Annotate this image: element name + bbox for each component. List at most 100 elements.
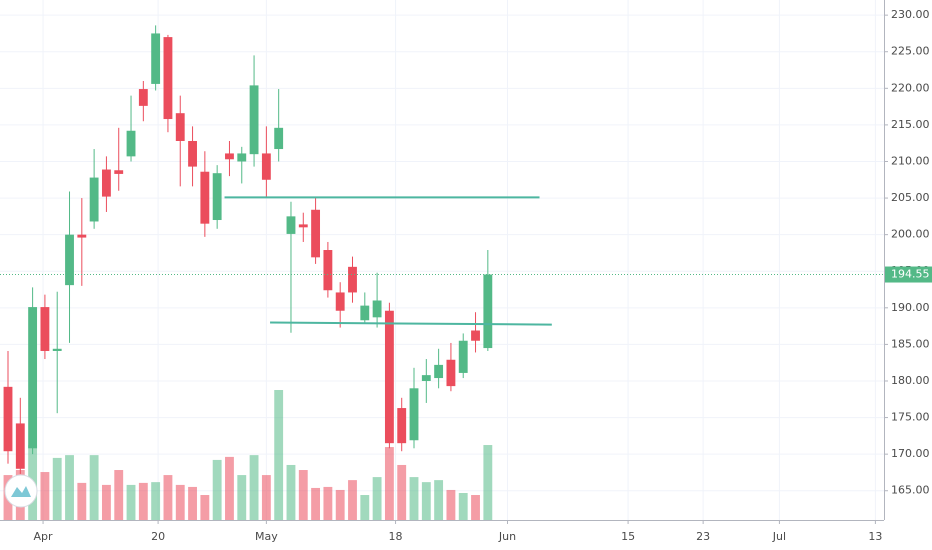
logo-mark (11, 486, 31, 497)
candle-body (101, 169, 111, 197)
last-price-box (885, 266, 932, 283)
candle-body (397, 408, 407, 444)
y-tick-label: 215.00 (891, 118, 930, 131)
candle-body (237, 153, 247, 162)
candle-body (3, 386, 13, 452)
candle-body (421, 375, 431, 381)
candle-body (261, 153, 271, 180)
volume-bar (89, 455, 99, 520)
trend-line (270, 321, 552, 326)
candle-body (471, 330, 480, 341)
volume-bar (421, 482, 431, 520)
candle-body (212, 173, 222, 221)
volume-bar (311, 487, 321, 520)
x-tick-label: 20 (151, 530, 165, 543)
y-tick-label: 170.00 (891, 447, 930, 460)
candle-body (28, 307, 38, 449)
x-tick-label: 18 (389, 530, 403, 543)
volume-bar (126, 484, 136, 520)
candle-body (77, 234, 87, 238)
volume-bar (384, 447, 394, 520)
y-tick-label: 210.00 (891, 154, 930, 167)
candle-body (434, 364, 444, 379)
grid (0, 0, 884, 520)
volume-bar (65, 455, 74, 520)
candle-body (286, 216, 296, 234)
candle-body (360, 305, 370, 321)
volume-bar (348, 480, 357, 520)
volume-bar (163, 475, 173, 520)
candle-body (483, 274, 493, 349)
y-tick-label: 220.00 (891, 81, 930, 94)
candle-body (89, 177, 99, 222)
volume-bar (225, 456, 234, 520)
candle-body (40, 307, 50, 351)
candle-body (323, 250, 333, 291)
candle-body (225, 153, 234, 160)
volume-bar (151, 482, 161, 520)
y-tick-label: 190.00 (891, 301, 930, 314)
volume-bar (409, 477, 419, 520)
volume-bar (483, 445, 493, 520)
volume-bar (335, 489, 345, 520)
volume-bar (249, 455, 259, 520)
volume-bar (458, 492, 468, 520)
volume-bar (114, 470, 124, 520)
volume-bar (323, 486, 333, 520)
candle-body (348, 266, 357, 293)
volume-bar (261, 475, 271, 520)
candle-body (458, 340, 468, 373)
volume-bar (286, 464, 296, 520)
x-tick-label: 13 (868, 530, 882, 543)
candle-body (151, 33, 161, 84)
volume-bar (274, 390, 284, 520)
logo-circle (4, 474, 38, 508)
volume-bar (471, 495, 480, 520)
candle-body (446, 359, 456, 387)
y-tick-label: 175.00 (891, 411, 930, 424)
candle-body (163, 37, 173, 120)
candle-body (175, 113, 185, 141)
volume-bar (40, 472, 50, 520)
y-tick-label: 205.00 (891, 191, 930, 204)
candle-body (65, 234, 74, 286)
volume-bar (175, 484, 185, 520)
volume-bar (298, 470, 308, 520)
candle-body (138, 89, 148, 106)
volume-bar (360, 495, 370, 520)
volume-bar (138, 482, 148, 520)
logo (4, 474, 38, 508)
candle-body (249, 85, 259, 155)
volume-bar (446, 489, 456, 520)
x-tick-label: Apr (34, 530, 54, 543)
candle-body (409, 388, 419, 441)
y-tick-label: 180.00 (891, 374, 930, 387)
candle-body (311, 209, 321, 258)
candle-body (15, 423, 25, 469)
y-tick-label: 225.00 (891, 45, 930, 58)
axes: 165.00170.00175.00180.00185.00190.00195.… (34, 8, 932, 543)
candle-body (384, 310, 394, 444)
last-price-label: 194.55 (891, 268, 930, 281)
candle-body (188, 140, 197, 167)
candle-body (200, 171, 210, 224)
candle-body (126, 130, 136, 157)
y-tick-label: 200.00 (891, 228, 930, 241)
x-tick-label: 15 (621, 530, 635, 543)
y-tick-label: 185.00 (891, 337, 930, 350)
x-tick-label: May (255, 530, 278, 543)
candle-body (52, 348, 62, 351)
volume-bar (77, 482, 87, 520)
volume-bar (434, 480, 444, 520)
volume-bar (200, 495, 210, 520)
x-tick-label: Jul (772, 530, 786, 543)
volume-bar (188, 486, 197, 520)
y-tick-label: 230.00 (891, 8, 930, 21)
volume-bar (52, 457, 62, 520)
volume-bar (101, 484, 111, 520)
candle-body (114, 170, 124, 174)
candle-body (372, 300, 382, 318)
volume-bar (237, 475, 247, 520)
y-tick-label: 165.00 (891, 484, 930, 497)
